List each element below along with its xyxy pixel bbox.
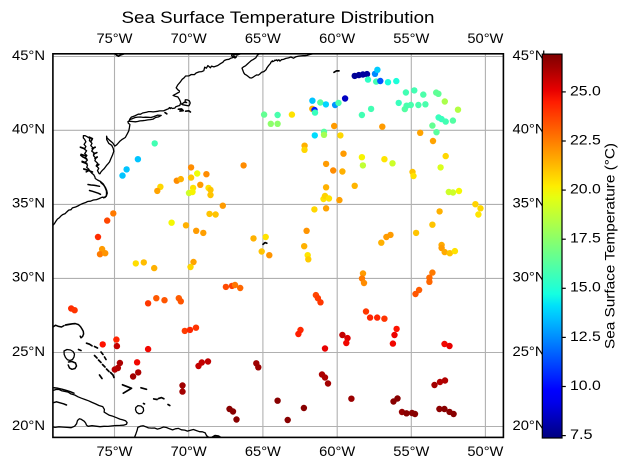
svg-text:15.0: 15.0 [570,279,601,295]
svg-text:70°W: 70°W [171,443,208,459]
svg-text:22.5: 22.5 [570,131,601,147]
svg-text:40°N: 40°N [513,121,546,137]
svg-text:75°W: 75°W [97,443,134,459]
svg-text:55°W: 55°W [393,443,430,459]
svg-text:7.5: 7.5 [570,426,593,442]
svg-text:45°N: 45°N [513,47,546,63]
svg-text:20.0: 20.0 [570,181,601,197]
svg-text:30°N: 30°N [12,269,45,285]
svg-text:60°W: 60°W [319,30,356,46]
svg-text:25.0: 25.0 [570,82,601,98]
svg-text:25°N: 25°N [513,343,546,359]
svg-text:50°W: 50°W [467,30,504,46]
svg-text:50°W: 50°W [467,443,504,459]
svg-text:45°N: 45°N [12,47,45,63]
svg-text:40°N: 40°N [12,121,45,137]
svg-text:12.5: 12.5 [570,328,601,344]
svg-text:35°N: 35°N [12,195,45,211]
svg-text:Sea Surface Temperature Distri: Sea Surface Temperature Distribution [122,8,435,27]
svg-text:65°W: 65°W [245,443,282,459]
svg-text:20°N: 20°N [12,417,45,433]
svg-text:65°W: 65°W [245,30,282,46]
svg-text:30°N: 30°N [513,269,546,285]
svg-text:60°W: 60°W [319,443,356,459]
svg-text:Sea Surface Temperature (°C): Sea Surface Temperature (°C) [602,143,618,349]
svg-text:25°N: 25°N [12,343,45,359]
svg-text:17.5: 17.5 [570,230,601,246]
svg-text:55°W: 55°W [393,30,430,46]
svg-text:75°W: 75°W [97,30,134,46]
svg-text:20°N: 20°N [513,417,546,433]
svg-text:10.0: 10.0 [570,377,601,393]
svg-text:70°W: 70°W [171,30,208,46]
svg-text:35°N: 35°N [513,195,546,211]
